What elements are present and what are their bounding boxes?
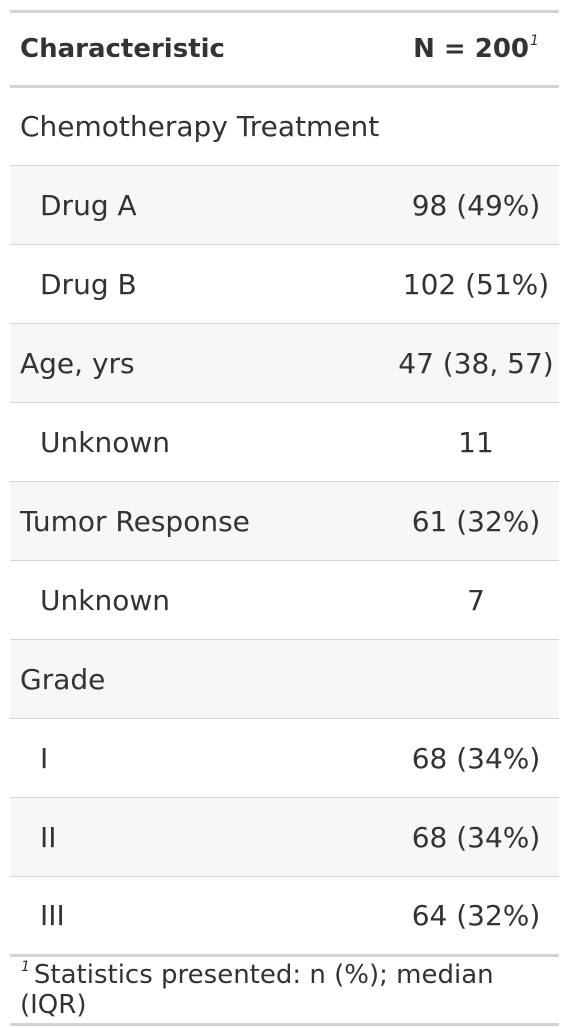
row-value: 68 (34%) <box>411 741 541 775</box>
row-value: 102 (51%) <box>402 267 550 301</box>
table-row: Drug B 102 (51%) <box>10 244 559 324</box>
table-row: II 68 (34%) <box>10 797 559 877</box>
row-label: Age, yrs <box>20 346 135 380</box>
footnote-text: Statistics presented: n (%); median (IQR… <box>20 960 494 1020</box>
table-row: Tumor Response 61 (32%) <box>10 481 559 561</box>
row-value: 61 (32%) <box>411 504 541 538</box>
footnote: 1 Statistics presented: n (%); median (IQ… <box>10 956 559 1025</box>
row-value: 11 <box>458 425 494 459</box>
table-row: Unknown 11 <box>10 402 559 482</box>
table-row: I 68 (34%) <box>10 718 559 798</box>
table-row: Unknown 7 <box>10 560 559 640</box>
table-row: Drug A 98 (49%) <box>10 165 559 245</box>
table-row: Grade <box>10 639 559 719</box>
row-label: Unknown <box>40 583 170 617</box>
header-footnote-marker: 1 <box>530 33 539 49</box>
row-label: Drug A <box>40 188 137 222</box>
row-label: Drug B <box>40 267 137 301</box>
row-label: Unknown <box>40 425 170 459</box>
row-value: 64 (32%) <box>411 899 541 932</box>
row-value: 7 <box>467 583 485 617</box>
row-value: 68 (34%) <box>411 820 541 854</box>
footnote-row: 1 Statistics presented: n (%); median (IQ… <box>10 955 559 1025</box>
row-label: Tumor Response <box>20 504 250 538</box>
row-value: 98 (49%) <box>411 188 541 222</box>
row-label: Grade <box>20 662 106 696</box>
row-value <box>395 87 559 166</box>
row-value: 47 (38, 57) <box>398 346 554 380</box>
table-body: Chemotherapy Treatment Drug A 98 (49%) D… <box>10 87 559 956</box>
row-label: III <box>40 899 65 932</box>
header-n: N = 2001 <box>395 12 559 87</box>
row-value <box>395 640 559 719</box>
table-row: III 64 (32%) <box>10 876 559 956</box>
header-characteristic: Characteristic <box>20 34 225 64</box>
row-label: II <box>40 820 57 854</box>
table-row: Age, yrs 47 (38, 57) <box>10 323 559 403</box>
header-n-label: N = 200 <box>413 34 529 64</box>
summary-table: Characteristic N = 2001 Chemotherapy Tre… <box>10 10 559 1026</box>
row-label: Chemotherapy Treatment <box>20 110 380 143</box>
table-row: Chemotherapy Treatment <box>10 87 559 166</box>
row-label: I <box>40 741 49 775</box>
summary-table-container: Characteristic N = 2001 Chemotherapy Tre… <box>10 10 559 1026</box>
table-footer: 1 Statistics presented: n (%); median (IQ… <box>10 955 559 1025</box>
header-row: Characteristic N = 2001 <box>10 11 559 87</box>
table-header: Characteristic N = 2001 <box>10 11 559 87</box>
footnote-marker: 1 <box>21 959 30 975</box>
